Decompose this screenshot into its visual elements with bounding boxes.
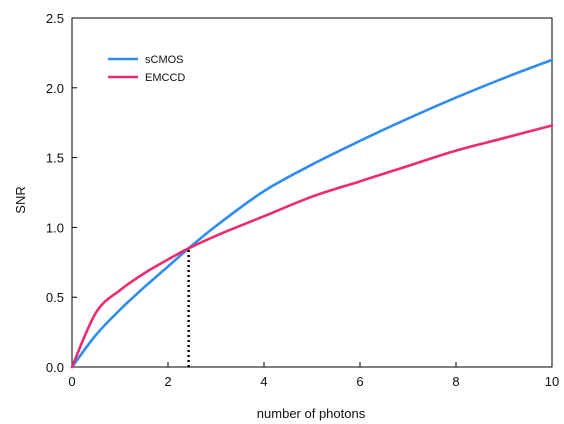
series-lines	[70, 58, 554, 369]
plot-frame	[71, 17, 553, 368]
x-tick-label: 2	[164, 374, 171, 389]
x-tick-label: 6	[356, 374, 363, 389]
y-tick-label: 2.5	[46, 11, 64, 26]
x-tick-label: 10	[545, 374, 559, 389]
y-tick-label: 1.0	[46, 220, 64, 235]
legend: sCMOS EMCCD	[108, 54, 185, 84]
legend-label-emccd: EMCCD	[145, 72, 185, 84]
legend-label-scmos: sCMOS	[145, 54, 184, 66]
x-axis-title: number of photons	[257, 406, 366, 421]
series-line-emccd	[70, 124, 554, 369]
y-tick-label: 2.0	[46, 81, 64, 96]
x-tick-label: 4	[260, 374, 267, 389]
series-line-scmos	[70, 58, 554, 369]
x-tick-label: 8	[452, 374, 459, 389]
x-tick-label: 0	[68, 374, 75, 389]
y-tick-label: 0.0	[46, 360, 64, 375]
ticks: 0 2 4 6 8 10 0.0 0.5 1.0 1.5 2.0 2.5	[46, 11, 559, 389]
y-tick-label: 0.5	[46, 290, 64, 305]
y-tick-label: 1.5	[46, 151, 64, 166]
y-axis-title: SNR	[13, 186, 28, 213]
axes	[71, 17, 553, 368]
